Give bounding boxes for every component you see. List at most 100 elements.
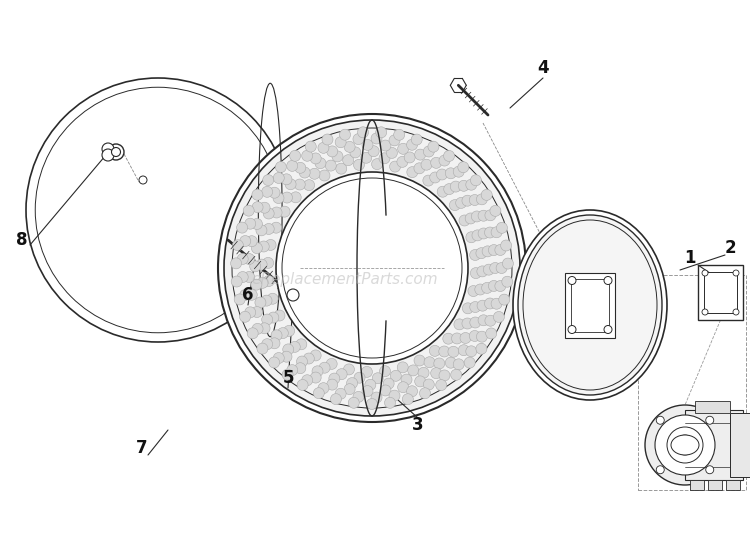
Circle shape: [368, 146, 380, 157]
Circle shape: [464, 357, 476, 368]
Circle shape: [276, 172, 468, 364]
Circle shape: [452, 333, 463, 344]
Circle shape: [383, 378, 394, 389]
Circle shape: [326, 358, 338, 369]
Circle shape: [358, 127, 368, 138]
Circle shape: [482, 282, 493, 293]
Circle shape: [262, 339, 273, 350]
Circle shape: [274, 310, 285, 321]
Circle shape: [354, 372, 365, 383]
Circle shape: [244, 218, 256, 229]
Circle shape: [256, 259, 267, 270]
Circle shape: [314, 388, 324, 399]
Circle shape: [259, 202, 270, 213]
Text: eReplacementParts.com: eReplacementParts.com: [252, 272, 438, 287]
Circle shape: [262, 186, 273, 197]
Bar: [690, 480, 704, 490]
Circle shape: [429, 345, 440, 356]
Circle shape: [348, 397, 359, 408]
Circle shape: [675, 435, 695, 455]
Ellipse shape: [513, 210, 667, 400]
Circle shape: [299, 167, 310, 178]
Circle shape: [344, 364, 355, 375]
Bar: [704, 272, 737, 313]
Circle shape: [423, 379, 434, 390]
Circle shape: [343, 155, 354, 166]
Circle shape: [273, 352, 284, 363]
Text: 3: 3: [413, 416, 424, 434]
Circle shape: [465, 213, 476, 224]
Circle shape: [490, 262, 501, 274]
Circle shape: [353, 134, 364, 144]
Circle shape: [702, 270, 708, 276]
Circle shape: [335, 137, 346, 148]
Circle shape: [367, 399, 377, 409]
Circle shape: [667, 427, 703, 463]
Circle shape: [476, 248, 487, 258]
Circle shape: [263, 275, 274, 287]
Circle shape: [470, 175, 482, 186]
Circle shape: [386, 147, 398, 159]
Circle shape: [459, 215, 470, 226]
Circle shape: [248, 328, 258, 339]
Circle shape: [256, 225, 267, 236]
Circle shape: [265, 239, 276, 250]
Circle shape: [263, 224, 274, 235]
Circle shape: [655, 415, 715, 475]
Circle shape: [500, 240, 512, 251]
Circle shape: [436, 169, 448, 180]
Circle shape: [385, 397, 395, 408]
Circle shape: [237, 254, 248, 264]
Circle shape: [281, 351, 292, 362]
Circle shape: [499, 294, 510, 305]
Circle shape: [237, 272, 248, 282]
Circle shape: [327, 379, 338, 390]
Circle shape: [470, 331, 480, 342]
Circle shape: [278, 327, 288, 339]
Circle shape: [470, 301, 481, 313]
Circle shape: [267, 293, 278, 304]
Circle shape: [449, 200, 460, 211]
Text: 1: 1: [684, 249, 696, 267]
Circle shape: [468, 286, 479, 296]
Circle shape: [430, 157, 442, 168]
Circle shape: [496, 222, 508, 233]
Circle shape: [470, 249, 481, 261]
Circle shape: [332, 151, 343, 162]
Circle shape: [344, 141, 355, 153]
Bar: [638, 275, 746, 490]
Circle shape: [218, 114, 526, 422]
Circle shape: [268, 312, 279, 323]
Circle shape: [495, 281, 506, 292]
Circle shape: [482, 246, 493, 257]
Circle shape: [411, 134, 422, 145]
Circle shape: [290, 192, 302, 203]
Circle shape: [310, 153, 321, 164]
Circle shape: [706, 416, 714, 424]
Circle shape: [424, 357, 435, 368]
Circle shape: [279, 206, 290, 217]
Circle shape: [460, 332, 471, 344]
Text: 7: 7: [136, 439, 148, 457]
Circle shape: [495, 244, 506, 255]
Text: 6: 6: [242, 286, 254, 304]
Circle shape: [448, 346, 459, 357]
Circle shape: [362, 386, 373, 396]
Circle shape: [439, 370, 450, 381]
Circle shape: [331, 394, 341, 405]
Circle shape: [488, 280, 500, 292]
Circle shape: [414, 163, 425, 174]
Circle shape: [494, 312, 504, 323]
Circle shape: [282, 369, 293, 380]
Circle shape: [344, 384, 355, 395]
Ellipse shape: [671, 435, 699, 455]
Circle shape: [406, 386, 418, 397]
Circle shape: [702, 309, 708, 315]
Circle shape: [309, 168, 320, 179]
Circle shape: [251, 218, 262, 230]
Circle shape: [423, 146, 434, 157]
Circle shape: [26, 78, 290, 342]
Circle shape: [398, 143, 409, 154]
Circle shape: [568, 276, 576, 285]
Circle shape: [482, 190, 492, 200]
